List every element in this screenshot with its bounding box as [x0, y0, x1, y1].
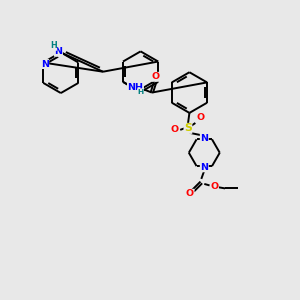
Text: S: S — [184, 123, 192, 134]
Text: NH: NH — [128, 83, 143, 92]
Text: N: N — [41, 59, 49, 68]
Text: N: N — [55, 47, 62, 56]
Text: O: O — [197, 113, 205, 122]
Text: N: N — [200, 163, 208, 172]
Text: O: O — [186, 189, 194, 198]
Text: N: N — [200, 134, 208, 143]
Text: O: O — [170, 125, 178, 134]
Text: O: O — [152, 72, 160, 81]
Text: O: O — [210, 182, 218, 191]
Text: H: H — [137, 89, 144, 95]
Text: H: H — [50, 41, 57, 50]
